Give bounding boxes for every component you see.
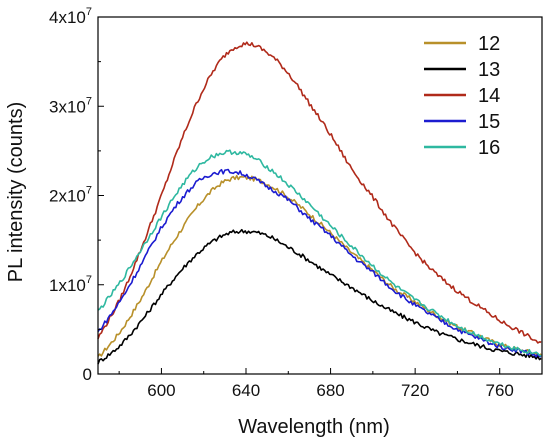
- x-tick-label: 600: [147, 381, 175, 400]
- x-tick-label: 720: [401, 381, 429, 400]
- series-line-13: [97, 228, 542, 365]
- series-line-15: [97, 168, 542, 358]
- y-tick-label: 1x107: [49, 274, 92, 295]
- y-tick-label: 3x107: [49, 95, 92, 116]
- y-axis-title: PL intensity (counts): [5, 102, 27, 282]
- y-tick-label: 2x107: [49, 185, 92, 206]
- legend-label: 14: [478, 85, 500, 107]
- x-tick-label: 760: [486, 381, 514, 400]
- axes-layer: 600 640 680 720 760 0 1x107 2x107 3x107 4x107: [49, 6, 543, 400]
- y-tick-label: 0: [83, 365, 92, 384]
- series-line-16: [97, 149, 542, 357]
- plot-frame: [97, 16, 543, 375]
- y-tick-label: 4x107: [49, 6, 92, 27]
- series-line-14: [97, 41, 542, 344]
- x-tick-label: 640: [232, 381, 260, 400]
- legend-label: 13: [478, 59, 500, 81]
- legend-label: 16: [478, 137, 500, 159]
- x-tick-label: 680: [316, 381, 344, 400]
- legend-label: 15: [478, 111, 500, 133]
- legend: 12 13 14 15 16: [424, 33, 500, 159]
- legend-label: 12: [478, 33, 500, 55]
- series-layer: [97, 41, 542, 365]
- x-axis-title: Wavelength (nm): [238, 416, 390, 438]
